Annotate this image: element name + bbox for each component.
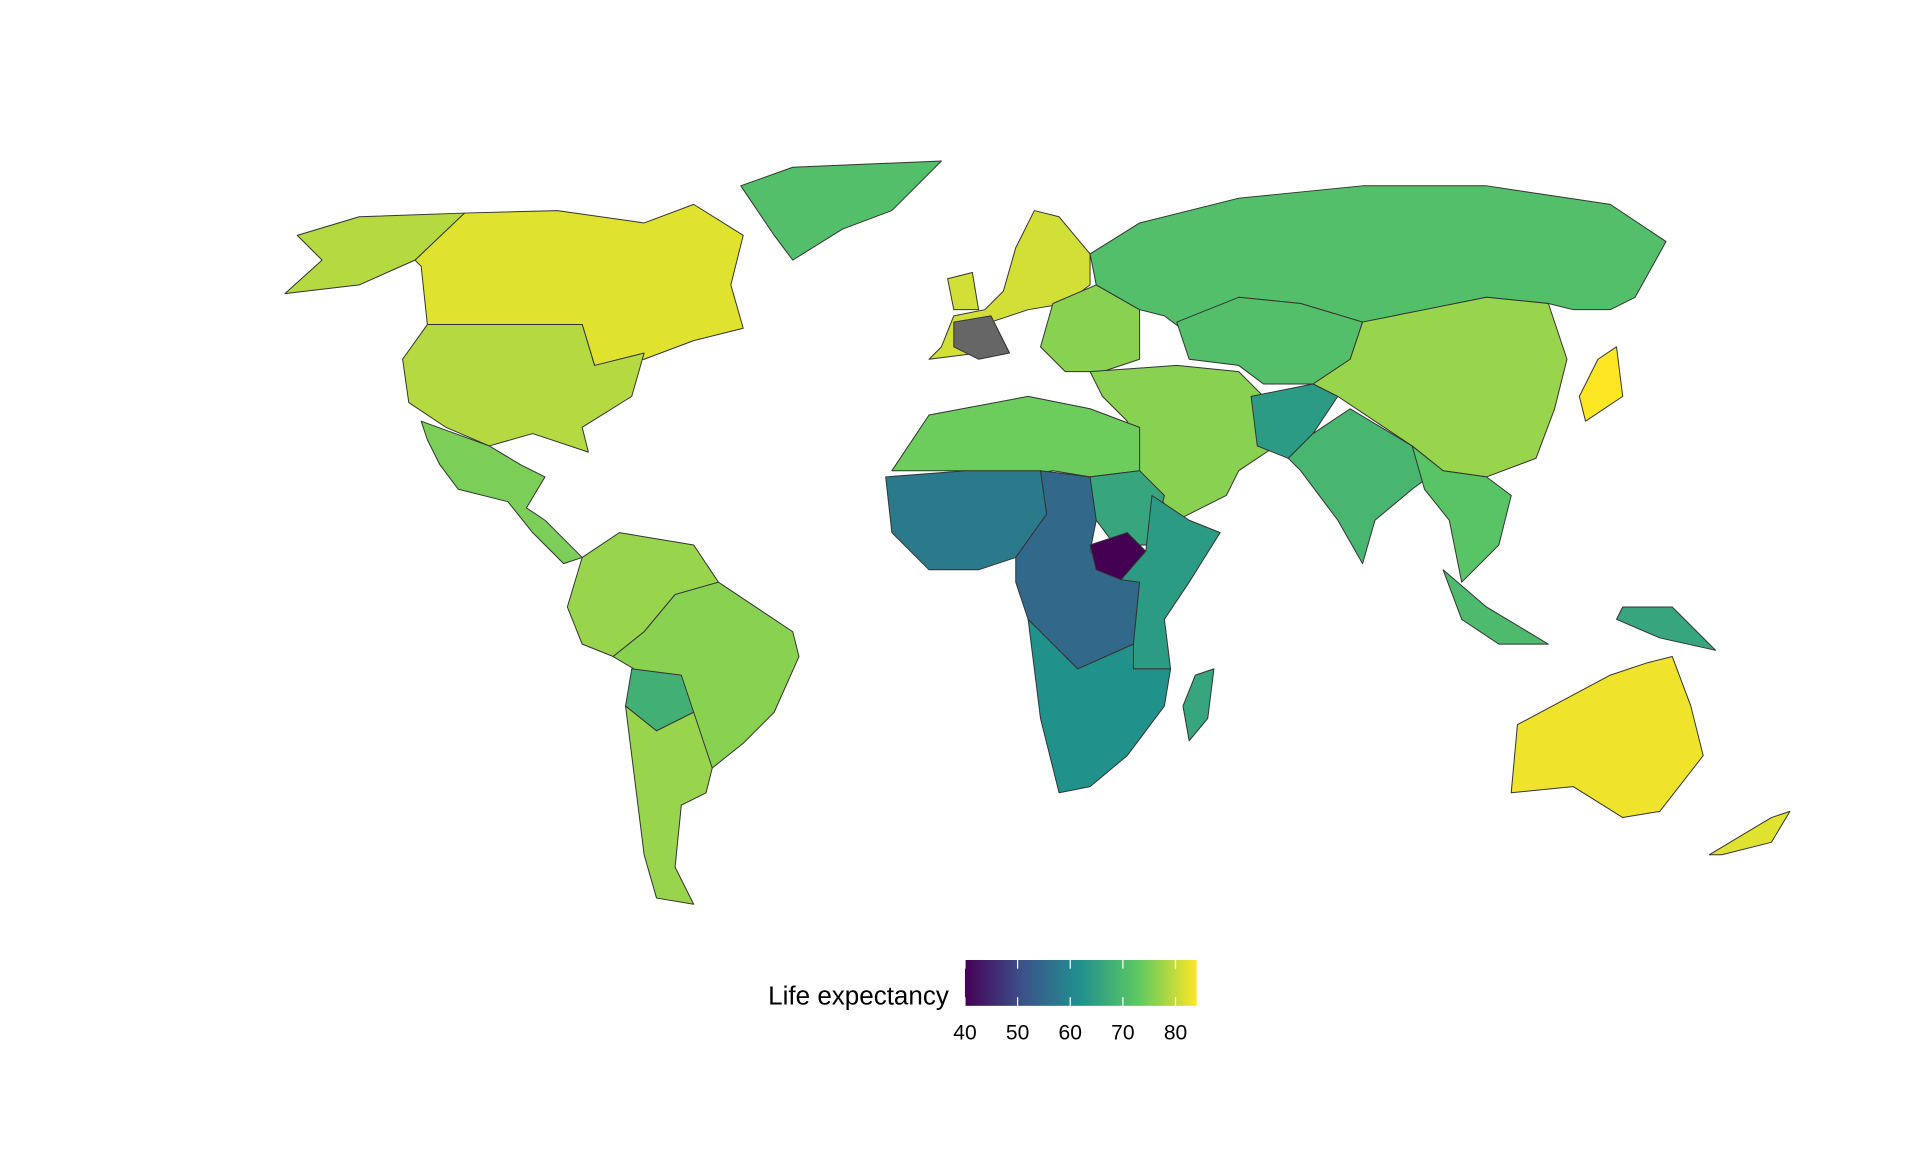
region: [1312, 296, 1568, 478]
region: [1616, 606, 1717, 651]
region: [420, 420, 583, 565]
colorbar-tick-label: 50: [1006, 1021, 1029, 1044]
colorbar-tick-label: 80: [1164, 1021, 1187, 1044]
region: [1182, 668, 1215, 742]
colorbar: [964, 960, 1197, 1006]
region: [1708, 810, 1791, 856]
region: [1287, 408, 1438, 565]
region: [1411, 445, 1512, 583]
region: [953, 315, 1011, 360]
colorbar-tick-label: 70: [1111, 1021, 1134, 1044]
legend: Life expectancy 40 50 60 70 80: [768, 960, 1197, 1044]
region: [1089, 185, 1667, 335]
region: [740, 160, 942, 261]
region: [625, 705, 713, 905]
region: [1578, 346, 1624, 422]
region: [284, 212, 466, 295]
countries: [284, 160, 1791, 905]
legend-title: Life expectancy: [768, 981, 949, 1011]
region: [1089, 364, 1277, 521]
region: [1510, 656, 1704, 819]
region: [947, 272, 980, 311]
region: [1027, 618, 1172, 794]
colorbar-tick-label: 40: [953, 1021, 976, 1044]
region: [402, 324, 645, 453]
region: [891, 395, 1141, 478]
colorbar-tick-label: 60: [1059, 1021, 1082, 1044]
region: [1442, 569, 1549, 645]
